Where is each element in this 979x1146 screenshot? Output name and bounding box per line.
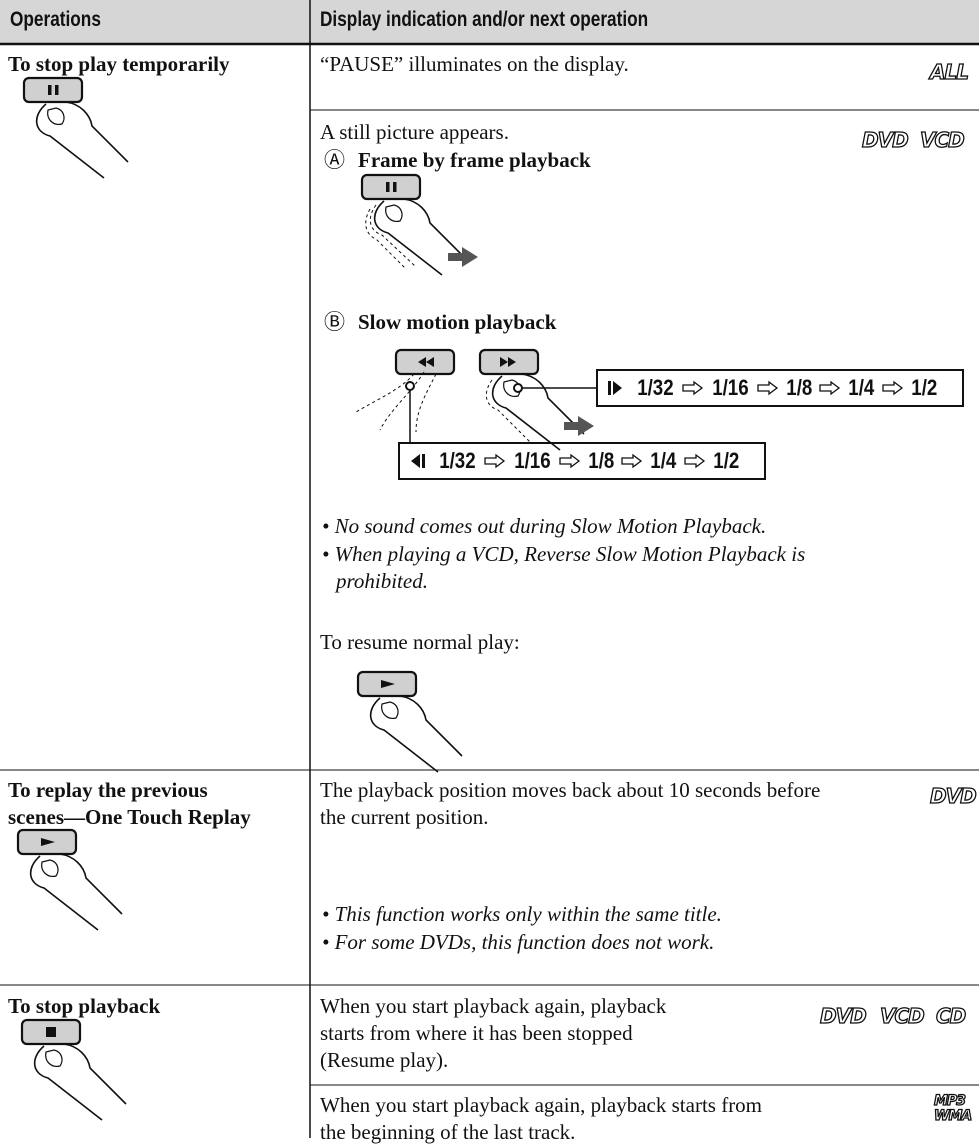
entry-text: To resume normal play:	[320, 630, 520, 654]
entry-text: When you start playback again, playback	[320, 994, 667, 1018]
speed-step: 1/16	[712, 375, 749, 400]
step-label: Frame by frame playback	[358, 148, 591, 172]
sequence-arrow	[684, 453, 705, 469]
sequence-arrow	[757, 380, 778, 396]
stop-button-icon	[20, 1018, 127, 1121]
operation: To replay the previous	[8, 778, 208, 802]
disc-logo: VCD	[919, 128, 965, 152]
note: • No sound comes out during Slow Motion …	[322, 514, 767, 538]
sequence-arrow	[882, 380, 903, 396]
speed-step: 1/8	[587, 448, 614, 473]
header-operations: Operations	[10, 8, 101, 31]
speed-step: 1/2	[713, 448, 740, 473]
speed-step: 1/32	[637, 375, 674, 400]
entry-text: A still picture appears.	[320, 120, 509, 144]
sequence-arrow	[819, 380, 841, 396]
entry-text: (Resume play).	[320, 1048, 449, 1072]
speed-step: 1/4	[650, 448, 677, 473]
disc-logo: DVD	[929, 784, 977, 808]
slow-forward-icon	[478, 348, 596, 451]
speed-step: 1/8	[785, 375, 812, 400]
note: • For some DVDs, this function does not …	[322, 930, 715, 954]
marker: Ⓐ	[324, 148, 345, 172]
disc-logo: DVD	[819, 1004, 867, 1028]
forward-sequence: 1/32 1/16 1/8 1/4 1/2	[596, 369, 964, 407]
step-label: Slow motion playback	[358, 310, 557, 334]
speed-step: 1/4	[848, 375, 875, 400]
slow-reverse-icon	[355, 348, 456, 442]
disc-logo: MP3	[933, 1093, 966, 1109]
disc-logo: VCD	[879, 1004, 925, 1028]
sequence-arrow	[559, 453, 580, 469]
entry-text: When you start playback again, playback …	[320, 1093, 763, 1117]
disc-logo: DVD	[861, 128, 909, 152]
sequence-arrow	[621, 453, 643, 469]
header-bg	[0, 0, 979, 44]
direction-icon	[411, 454, 425, 468]
reverse-sequence: 1/32 1/16 1/8 1/4 1/2	[398, 442, 766, 480]
operation: scenes—One Touch Replay	[8, 805, 251, 829]
operation: To stop playback	[8, 994, 161, 1018]
disc-logo: ALL	[929, 60, 969, 84]
note: • When playing a VCD, Reverse Slow Motio…	[322, 542, 806, 566]
marker: Ⓑ	[324, 310, 345, 334]
disc-logo: WMA	[933, 1108, 973, 1124]
entry-text: the beginning of the last track.	[320, 1120, 576, 1144]
speed-step: 1/2	[911, 375, 938, 400]
speed-step: 1/16	[514, 448, 551, 473]
disc-logo: CD	[935, 1004, 967, 1028]
entry-text: “PAUSE” illuminates on the display.	[320, 52, 629, 76]
direction-icon	[608, 381, 622, 395]
sequence-arrow	[484, 453, 505, 469]
pause-button-icon	[22, 76, 129, 179]
operation: To stop play temporarily	[8, 52, 230, 76]
entry-text: the current position.	[320, 805, 489, 829]
speed-step: 1/32	[439, 448, 476, 473]
entry-text: starts from where it has been stopped	[320, 1021, 633, 1045]
play-button-icon	[356, 670, 463, 773]
note: prohibited.	[336, 569, 428, 593]
entry-text: The playback position moves back about 1…	[320, 778, 821, 802]
frame-advance-icon	[360, 173, 478, 276]
sequence-arrow	[682, 380, 703, 396]
replay-button-icon	[16, 828, 123, 931]
note: • This function works only within the sa…	[322, 902, 722, 926]
header-display: Display indication and/or next operation	[320, 8, 649, 31]
